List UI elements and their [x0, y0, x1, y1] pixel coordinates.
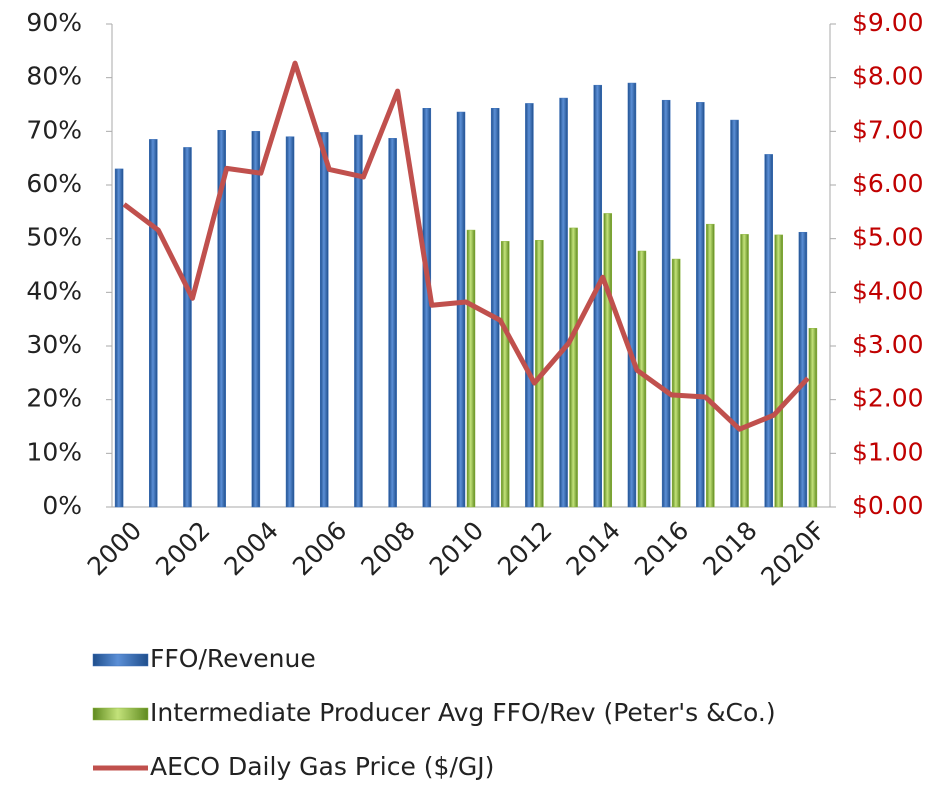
bar: [559, 97, 568, 508]
line: [122, 60, 810, 432]
bar: [285, 136, 295, 508]
y-tick-label: 50%: [26, 223, 82, 252]
x-tick-label: 2002: [150, 516, 215, 581]
x-tick-label: 2008: [355, 516, 420, 581]
bar: [354, 134, 363, 508]
legend-label: Intermediate Producer Avg FFO/Rev (Peter…: [150, 698, 776, 727]
bar: [798, 231, 808, 508]
y-tick-label: 10%: [26, 437, 82, 466]
bar: [627, 82, 637, 508]
y-tick-label: 0%: [42, 491, 82, 520]
y2-tick-label: $1.00: [852, 437, 924, 466]
x-tick-label: 2014: [560, 516, 625, 581]
legend-label: FFO/Revenue: [150, 644, 316, 673]
legend-swatch: [92, 707, 149, 721]
bar: [114, 168, 124, 508]
bar: [525, 103, 534, 508]
bar: [671, 258, 681, 508]
bar: [319, 132, 329, 508]
y-tick-label: 40%: [26, 276, 82, 305]
bar: [500, 241, 510, 508]
bar: [456, 111, 466, 508]
y2-tick-label: $8.00: [852, 62, 924, 91]
bar: [730, 119, 739, 508]
bar: [637, 250, 647, 508]
x-tick-label: 2020F: [755, 516, 831, 592]
y2-tick-label: $3.00: [852, 330, 924, 359]
bar: [466, 229, 476, 508]
y2-tick-label: $4.00: [852, 276, 924, 305]
bar: [808, 328, 818, 508]
x-tick-label: 2012: [492, 516, 557, 581]
y2-tick-label: $9.00: [852, 8, 924, 37]
y2-tick-label: $7.00: [852, 115, 924, 144]
x-tick-label: 2000: [82, 516, 147, 581]
bar: [149, 139, 158, 508]
x-tick-label: 2016: [629, 516, 694, 581]
bar: [251, 131, 261, 508]
y2-tick-label: $2.00: [852, 384, 924, 413]
bar: [740, 234, 749, 508]
y-tick-label: 70%: [26, 115, 82, 144]
bar: [603, 213, 613, 508]
y-tick-label: 60%: [26, 169, 82, 198]
legend-swatch: [92, 653, 149, 667]
bar: [706, 223, 715, 508]
x-tick-label: 2006: [287, 516, 352, 581]
bar: [661, 99, 671, 508]
bar: [774, 234, 783, 508]
bar: [183, 147, 192, 508]
bar: [764, 154, 773, 508]
x-tick-label: 2004: [219, 516, 284, 581]
x-tick-label: 2018: [697, 516, 762, 581]
y-tick-label: 80%: [26, 62, 82, 91]
bar: [217, 130, 226, 508]
bar: [490, 108, 500, 508]
x-tick-label: 2010: [424, 516, 489, 581]
legend-label: AECO Daily Gas Price ($/GJ): [150, 752, 494, 781]
bar: [696, 102, 705, 508]
bar: [569, 227, 578, 508]
bar: [388, 138, 397, 508]
y2-tick-label: $5.00: [852, 223, 924, 252]
y2-tick-label: $0.00: [852, 491, 924, 520]
y-tick-label: 20%: [26, 384, 82, 413]
bar: [422, 108, 432, 508]
y-tick-label: 90%: [26, 8, 82, 37]
y2-tick-label: $6.00: [852, 169, 924, 198]
y-tick-label: 30%: [26, 330, 82, 359]
